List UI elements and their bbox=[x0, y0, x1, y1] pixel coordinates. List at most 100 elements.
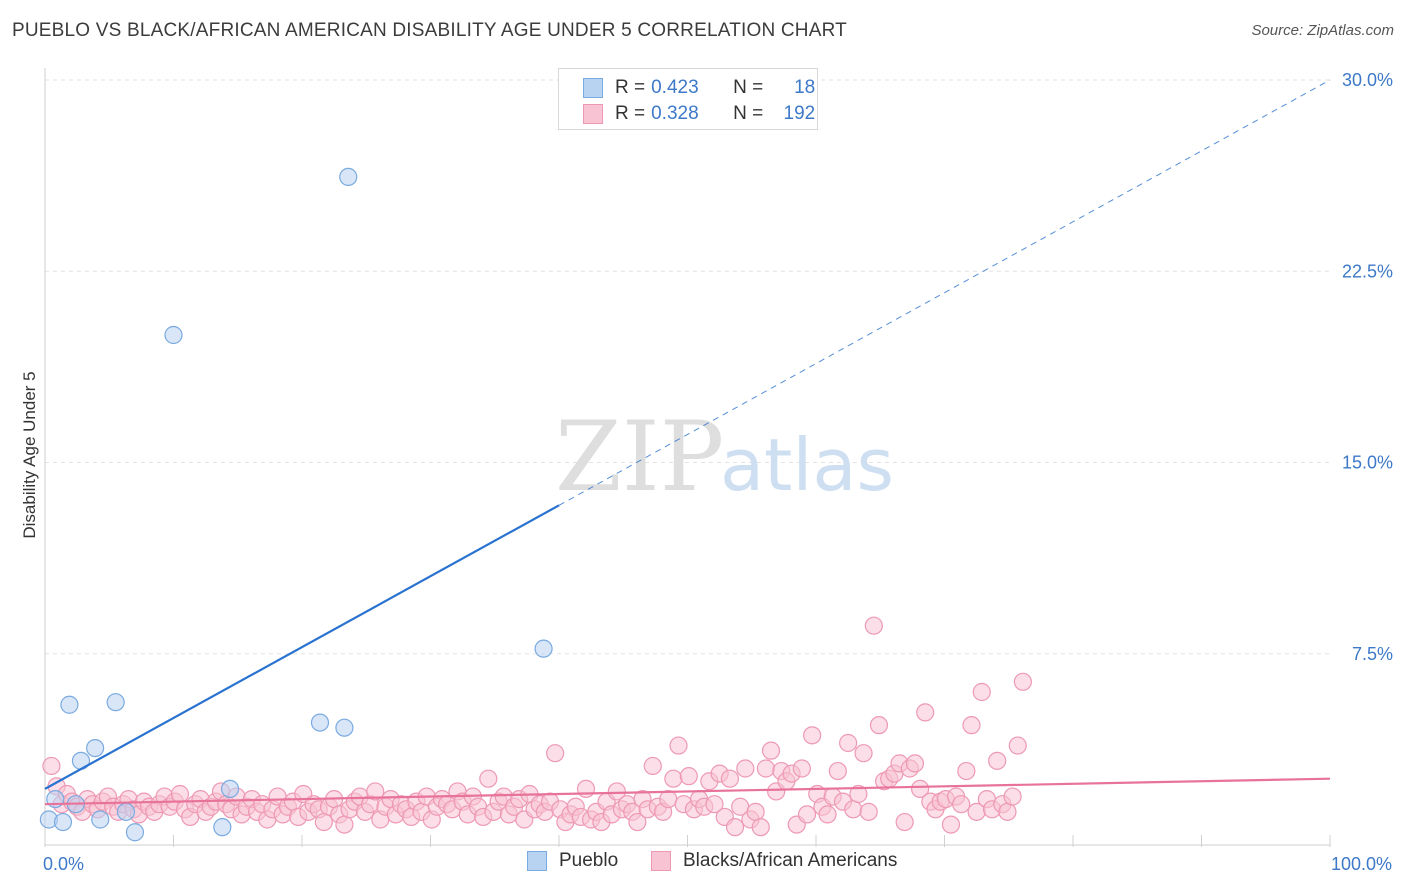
x-tick-label: 100.0% bbox=[1331, 854, 1392, 874]
legend-swatch-pueblo bbox=[527, 851, 547, 871]
legend-swatch-pueblo bbox=[583, 78, 603, 98]
black-point bbox=[1013, 672, 1032, 691]
r-label: R = bbox=[615, 103, 646, 124]
legend-row-pueblo: R = 0.423 N = 18 bbox=[583, 76, 815, 100]
y-tick-label: 7.5% bbox=[1352, 644, 1393, 664]
legend-label-black: Blacks/African Americans bbox=[683, 850, 898, 871]
black-trend-line bbox=[44, 777, 1331, 806]
legend-swatch-black bbox=[651, 851, 671, 871]
pueblo-point bbox=[220, 779, 240, 799]
black-point bbox=[864, 616, 883, 635]
black-point bbox=[756, 759, 775, 778]
black-point bbox=[952, 795, 971, 814]
black-point bbox=[844, 800, 863, 819]
black-point bbox=[669, 736, 688, 755]
y-axis-label: Disability Age Under 5 bbox=[20, 371, 39, 538]
r-label: R = bbox=[615, 77, 646, 98]
black-point bbox=[170, 784, 190, 804]
black-point bbox=[998, 802, 1017, 821]
black-point bbox=[854, 744, 873, 763]
black-point bbox=[1008, 736, 1027, 755]
black-point bbox=[792, 759, 811, 778]
pueblo-point bbox=[335, 718, 354, 737]
pueblo-point bbox=[53, 812, 73, 832]
n-label: N = bbox=[733, 77, 764, 98]
black-point bbox=[659, 789, 678, 809]
black-point bbox=[314, 812, 333, 832]
black-point bbox=[859, 802, 878, 821]
black-point bbox=[628, 812, 647, 832]
legend-row-black: R = 0.328 N = 192 bbox=[583, 102, 815, 126]
black-point bbox=[988, 751, 1007, 770]
legend-label-pueblo: Pueblo bbox=[559, 850, 619, 871]
trend-layer bbox=[44, 79, 1331, 806]
black-point bbox=[905, 754, 925, 773]
black-point bbox=[895, 812, 914, 832]
points-layer bbox=[39, 167, 1032, 842]
black-point bbox=[720, 769, 740, 788]
black-point bbox=[1003, 787, 1022, 806]
pueblo-point bbox=[116, 802, 136, 821]
r-value: 0.328 bbox=[651, 103, 699, 124]
x-tick-label: 0.0% bbox=[43, 854, 84, 874]
black-point bbox=[607, 782, 626, 801]
y-tick-label: 30.0% bbox=[1342, 70, 1393, 90]
pueblo-point bbox=[106, 693, 125, 712]
black-point bbox=[828, 761, 847, 781]
pueblo-trend-line bbox=[44, 504, 560, 790]
black-point bbox=[335, 815, 354, 834]
black-point bbox=[797, 805, 817, 824]
n-value: 192 bbox=[783, 103, 816, 124]
r-value: 0.423 bbox=[651, 77, 699, 98]
black-point bbox=[962, 716, 981, 735]
pueblo-point bbox=[310, 713, 330, 732]
chart-title: PUEBLO VS BLACK/AFRICAN AMERICAN DISABIL… bbox=[12, 20, 847, 41]
black-point bbox=[916, 703, 935, 722]
black-point bbox=[725, 818, 745, 837]
black-point bbox=[576, 779, 596, 799]
black-point bbox=[479, 769, 498, 788]
black-point bbox=[941, 815, 961, 834]
pueblo-point bbox=[534, 639, 553, 658]
y-tick-label: 15.0% bbox=[1342, 453, 1393, 473]
black-point bbox=[761, 741, 781, 760]
legend-swatch-black bbox=[583, 104, 603, 124]
grid-layer bbox=[45, 79, 1330, 655]
black-point bbox=[42, 756, 61, 776]
black-point bbox=[839, 733, 858, 753]
black-point bbox=[751, 818, 770, 837]
pueblo-point bbox=[60, 695, 79, 714]
pueblo-point bbox=[125, 823, 145, 842]
black-point bbox=[546, 744, 565, 763]
black-point bbox=[869, 716, 889, 735]
watermark-atlas: atlas bbox=[720, 423, 894, 507]
black-point bbox=[679, 767, 698, 786]
black-point bbox=[818, 805, 837, 824]
black-point bbox=[643, 756, 662, 776]
black-point bbox=[366, 782, 385, 801]
black-point bbox=[705, 795, 724, 814]
n-label: N = bbox=[733, 103, 764, 124]
pueblo-point bbox=[213, 818, 232, 837]
black-point bbox=[736, 759, 755, 778]
y-tick-label: 22.5% bbox=[1342, 261, 1393, 281]
legend-item-black[interactable]: Blacks/African Americans bbox=[651, 850, 897, 872]
black-point bbox=[972, 682, 991, 702]
watermark-zip: ZIP bbox=[555, 401, 724, 513]
pueblo-point bbox=[86, 738, 105, 758]
pueblo-point bbox=[339, 167, 358, 186]
watermark: ZIP atlas bbox=[555, 401, 894, 513]
black-point bbox=[849, 784, 868, 804]
chart-source: Source: ZipAtlas.com bbox=[1251, 22, 1394, 39]
black-point bbox=[746, 802, 765, 821]
pueblo-trend-extension bbox=[558, 79, 1331, 506]
pueblo-point bbox=[91, 810, 110, 829]
black-point bbox=[803, 726, 822, 745]
axis-layer bbox=[44, 68, 1331, 847]
black-point bbox=[664, 769, 683, 788]
legend-item-pueblo[interactable]: Pueblo bbox=[527, 850, 618, 872]
ticks-layer: 7.5% 15.0% 22.5% 30.0% 0.0% 100.0% bbox=[43, 70, 1393, 874]
legend-series: Pueblo Blacks/African Americans bbox=[0, 850, 1406, 878]
black-point bbox=[957, 761, 976, 781]
